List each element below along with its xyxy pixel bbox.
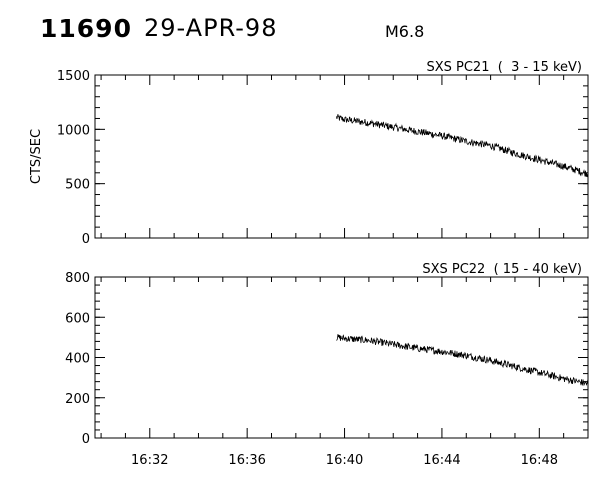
y-tick-label: 400 (65, 352, 90, 367)
y-tick-label: 800 (65, 271, 90, 286)
chart-panel-1: 0 500 1000 1500 SXS PC21 ( 3 - 15 keV) CTS/SE… (29, 60, 589, 247)
series-line-1 (336, 334, 589, 387)
y-tick-label: 1000 (57, 123, 90, 138)
flare-class: M6.8 (385, 22, 425, 41)
event-id: 11690 (40, 14, 132, 43)
plot-frame (94, 74, 589, 239)
panel-title: SXS PC22 ( 15 - 40 keV) (422, 262, 582, 277)
chart-panel-2: 0 200 400 600 800 16:32 16:36 16:40 16:44 16:48 SX… (65, 262, 589, 468)
x-tick-label: 16:44 (423, 453, 460, 468)
x-tick-label: 16:36 (228, 453, 265, 468)
y-axis-label: CTS/SEC (29, 129, 44, 184)
y-tick-label: 200 (65, 392, 90, 407)
plot-frame (94, 276, 589, 439)
y-tick-label: 500 (65, 178, 90, 193)
y-tick-label: 600 (65, 311, 90, 326)
y-tick-label: 0 (82, 232, 90, 247)
x-tick-label: 16:32 (131, 453, 168, 468)
panel-title: SXS PC21 ( 3 - 15 keV) (426, 60, 582, 75)
y-tick-label: 1500 (57, 69, 90, 84)
event-date: 29-APR-98 (144, 14, 278, 42)
series-line-1 (336, 114, 589, 178)
y-tick-label: 0 (82, 432, 90, 447)
x-tick-label: 16:48 (521, 453, 558, 468)
x-tick-label: 16:40 (326, 453, 363, 468)
